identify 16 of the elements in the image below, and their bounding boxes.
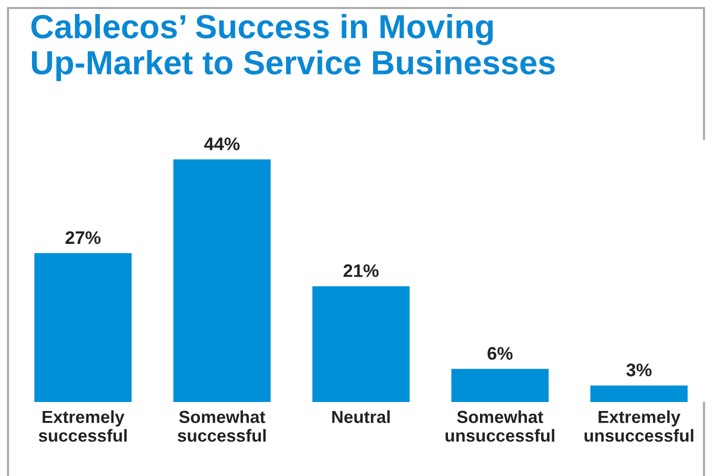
data-label: 6% — [488, 347, 513, 360]
x-tick-label: Extremely successful — [38, 410, 127, 442]
data-label: 44% — [204, 138, 240, 150]
chart-title: Cablecos’ Success in Moving Up-Market to Service Businesses — [31, 14, 555, 82]
x-tick-label: Neutral — [332, 410, 390, 424]
x-tick-label: Extremely unsuccessful — [584, 410, 694, 442]
bar — [312, 286, 410, 402]
x-tick-label: Somewhat successful — [178, 410, 266, 442]
bar — [590, 385, 688, 402]
bar — [34, 253, 132, 402]
x-tick-label: Somewhat unsuccessful — [446, 410, 554, 442]
bar — [451, 368, 549, 402]
bar — [173, 159, 271, 402]
data-label: 27% — [66, 231, 101, 244]
data-label: 3% — [626, 364, 652, 376]
data-label: 21% — [344, 264, 379, 278]
